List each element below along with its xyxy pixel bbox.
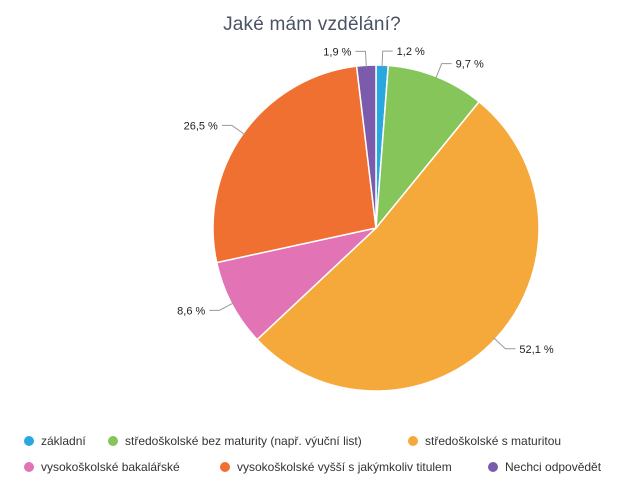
legend-item-bez-maturity[interactable]: středoškolské bez maturity (např. výuční… [108,434,408,448]
legend-swatch-vyssi [220,462,230,472]
leader-line-zakladni [381,50,393,68]
data-label-nechci: 1,9 % [323,46,351,58]
legend-item-vyssi[interactable]: vysokoškolské vyšší s jakýmkoliv titulem [220,460,488,474]
leader-line-vyssi [221,124,246,136]
legend-label-zakladni: základní [41,434,86,448]
leader-line-bakalarske [209,302,234,311]
legend-swatch-s-maturitou [408,436,418,446]
pie-slice-vyssi[interactable] [212,65,377,264]
chart-title: Jaké mám vzdělání? [223,14,401,35]
data-label-bez-maturity: 9,7 % [456,59,484,71]
leader-line-bez-maturity [435,63,452,79]
legend: základní středoškolské bez maturity (nap… [24,428,614,480]
data-label-vyssi: 26,5 % [184,120,218,132]
legend-row-2: vysokoškolské bakalářské vysokoškolské v… [24,454,614,480]
data-label-s-maturitou: 52,1 % [519,344,553,356]
legend-swatch-zakladni [24,436,34,446]
legend-item-zakladni[interactable]: základní [24,434,108,448]
legend-item-nechci[interactable]: Nechci odpovědět [488,460,601,474]
leader-line-nechci [355,50,367,68]
legend-swatch-bez-maturity [108,436,118,446]
leader-line-s-maturitou [493,337,516,350]
legend-swatch-bakalarske [24,462,34,472]
data-label-zakladni: 1,2 % [397,46,425,58]
pie-chart: 1,2 % 9,7 % 52,1 % 8,6 % 26,5 % 1,9 % [177,46,554,392]
legend-label-bakalarske: vysokoškolské bakalářské [41,460,180,474]
legend-row-1: základní středoškolské bez maturity (nap… [24,428,614,454]
legend-swatch-nechci [488,462,498,472]
legend-label-bez-maturity: středoškolské bez maturity (např. výuční… [125,434,362,448]
legend-label-nechci: Nechci odpovědět [505,460,602,474]
legend-label-vyssi: vysokoškolské vyšší s jakýmkoliv titulem [237,460,452,474]
legend-item-s-maturitou[interactable]: středoškolské s maturitou [408,434,561,448]
legend-label-s-maturitou: středoškolské s maturitou [425,434,562,448]
legend-item-bakalarske[interactable]: vysokoškolské bakalářské [24,460,220,474]
data-label-bakalarske: 8,6 % [177,305,205,317]
